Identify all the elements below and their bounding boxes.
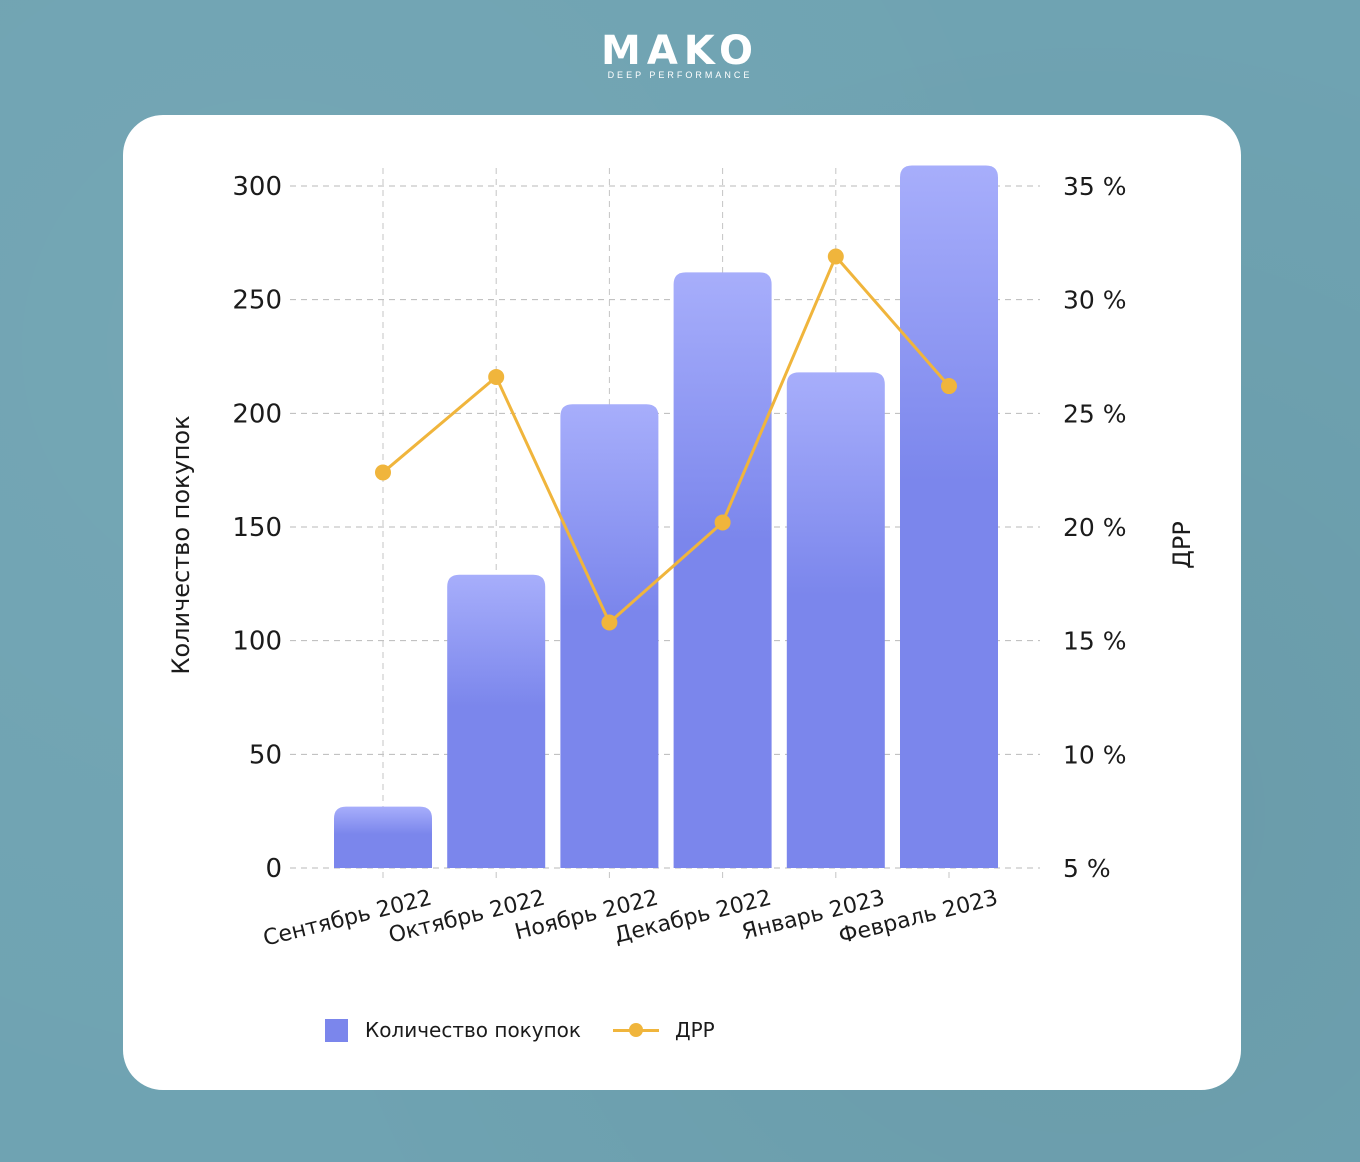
drr-point bbox=[601, 614, 618, 631]
bars bbox=[334, 165, 998, 869]
bar bbox=[447, 574, 546, 868]
bar bbox=[334, 806, 432, 868]
drr-line bbox=[375, 248, 957, 631]
legend-line-label: ДРР bbox=[675, 1018, 715, 1042]
bar bbox=[560, 404, 659, 868]
drr-point bbox=[714, 514, 731, 531]
drr-point bbox=[488, 368, 505, 385]
y2-tick-label: 5 % bbox=[1063, 854, 1111, 883]
drr-point bbox=[375, 464, 391, 481]
y-tick-label: 0 bbox=[265, 854, 282, 884]
y2-tick-label: 10 % bbox=[1063, 740, 1127, 769]
y2-axis-title: ДРР bbox=[1168, 521, 1196, 569]
drr-point bbox=[827, 248, 844, 265]
legend: Количество покупок ДРР bbox=[325, 1018, 715, 1042]
y-tick-label: 300 bbox=[232, 172, 282, 202]
y2-tick-label: 35 % bbox=[1063, 172, 1127, 201]
y-tick-label: 200 bbox=[232, 399, 282, 429]
y2-tick-label: 30 % bbox=[1063, 286, 1127, 315]
y2-tick-label: 20 % bbox=[1063, 513, 1127, 542]
legend-item-bars: Количество покупок bbox=[325, 1018, 581, 1042]
y2-tick-label: 15 % bbox=[1063, 627, 1127, 656]
bar bbox=[900, 165, 998, 869]
bar bbox=[786, 372, 885, 868]
drr-point bbox=[941, 378, 957, 395]
y-tick-label: 150 bbox=[232, 513, 282, 543]
legend-line-swatch bbox=[613, 1020, 659, 1040]
legend-item-line: ДРР bbox=[581, 1018, 715, 1042]
y-tick-label: 100 bbox=[232, 627, 282, 657]
y-tick-label: 250 bbox=[232, 286, 282, 316]
legend-bar-label: Количество покупок bbox=[365, 1018, 581, 1042]
brand-logo: MAKO DEEP PERFORMANCE bbox=[0, 30, 1360, 80]
brand-tagline: DEEP PERFORMANCE bbox=[607, 70, 753, 80]
y-axis-title: Количество покупок bbox=[167, 415, 195, 674]
y2-tick-label: 25 % bbox=[1063, 399, 1127, 428]
brand-name: MAKO bbox=[601, 28, 759, 74]
y-tick-label: 50 bbox=[249, 740, 282, 770]
legend-bar-swatch bbox=[325, 1018, 348, 1042]
drr-polyline bbox=[382, 254, 951, 624]
bar bbox=[673, 272, 772, 868]
